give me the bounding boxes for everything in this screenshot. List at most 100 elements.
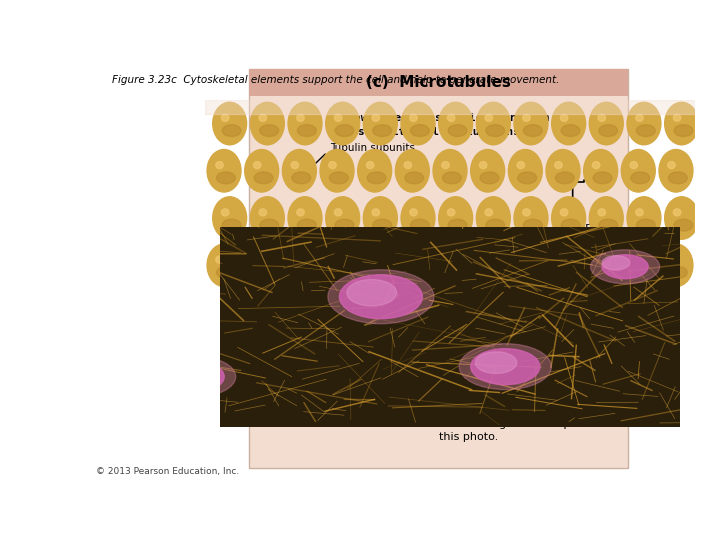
Ellipse shape <box>448 219 467 231</box>
Ellipse shape <box>404 161 412 168</box>
Ellipse shape <box>471 349 540 384</box>
Circle shape <box>282 150 316 192</box>
Circle shape <box>590 197 624 239</box>
Circle shape <box>288 197 322 239</box>
Ellipse shape <box>221 114 229 122</box>
Ellipse shape <box>599 125 618 137</box>
Ellipse shape <box>335 125 354 137</box>
Ellipse shape <box>636 209 643 216</box>
Circle shape <box>212 102 247 145</box>
Ellipse shape <box>517 256 525 263</box>
Ellipse shape <box>292 172 310 184</box>
Ellipse shape <box>291 161 299 168</box>
Circle shape <box>251 102 284 145</box>
Ellipse shape <box>485 209 492 216</box>
Ellipse shape <box>405 266 423 278</box>
Ellipse shape <box>373 125 392 137</box>
Circle shape <box>433 150 467 192</box>
Ellipse shape <box>523 114 530 122</box>
Ellipse shape <box>222 125 241 137</box>
Ellipse shape <box>339 275 423 319</box>
Ellipse shape <box>480 266 499 278</box>
Circle shape <box>659 244 693 287</box>
Ellipse shape <box>443 172 462 184</box>
Ellipse shape <box>254 172 273 184</box>
Circle shape <box>364 102 397 145</box>
Ellipse shape <box>297 125 316 137</box>
Circle shape <box>477 102 510 145</box>
Ellipse shape <box>668 266 688 278</box>
Ellipse shape <box>410 209 417 216</box>
Ellipse shape <box>329 161 336 168</box>
Ellipse shape <box>480 172 499 184</box>
Circle shape <box>627 102 661 145</box>
Ellipse shape <box>674 125 693 137</box>
Ellipse shape <box>347 280 397 306</box>
Ellipse shape <box>593 266 612 278</box>
Ellipse shape <box>171 363 204 382</box>
Ellipse shape <box>636 219 655 231</box>
Ellipse shape <box>630 256 637 263</box>
FancyBboxPatch shape <box>249 69 629 96</box>
Text: Microtubules appear as gold networks
surrounding the cells’ pink nuclei in
this : Microtubules appear as gold networks sur… <box>438 406 652 442</box>
Ellipse shape <box>221 209 229 216</box>
Ellipse shape <box>636 114 643 122</box>
Circle shape <box>514 197 548 239</box>
Circle shape <box>514 102 548 145</box>
Ellipse shape <box>169 362 224 392</box>
Ellipse shape <box>673 209 681 216</box>
Ellipse shape <box>593 161 600 168</box>
Circle shape <box>364 197 397 239</box>
Ellipse shape <box>674 219 693 231</box>
Circle shape <box>320 244 354 287</box>
Ellipse shape <box>367 266 386 278</box>
Ellipse shape <box>630 161 637 168</box>
Text: (c)  Microtubules: (c) Microtubules <box>366 75 511 90</box>
Ellipse shape <box>667 256 675 263</box>
Ellipse shape <box>297 114 305 122</box>
Circle shape <box>207 244 241 287</box>
Ellipse shape <box>518 266 536 278</box>
Ellipse shape <box>561 219 580 231</box>
Ellipse shape <box>254 266 273 278</box>
Ellipse shape <box>253 256 261 263</box>
Circle shape <box>508 150 542 192</box>
Ellipse shape <box>366 256 374 263</box>
Circle shape <box>659 150 693 192</box>
Ellipse shape <box>404 256 412 263</box>
Circle shape <box>325 102 359 145</box>
Circle shape <box>282 244 316 287</box>
Ellipse shape <box>593 172 612 184</box>
Circle shape <box>395 244 429 287</box>
Ellipse shape <box>297 219 316 231</box>
Ellipse shape <box>486 125 505 137</box>
Ellipse shape <box>259 209 266 216</box>
Circle shape <box>401 197 435 239</box>
Ellipse shape <box>366 161 374 168</box>
Circle shape <box>320 150 354 192</box>
Ellipse shape <box>485 114 492 122</box>
Text: Figure 3.23c  Cytoskeletal elements support the cell and help to generate moveme: Figure 3.23c Cytoskeletal elements suppo… <box>112 75 559 85</box>
Ellipse shape <box>297 209 305 216</box>
Circle shape <box>621 244 655 287</box>
Circle shape <box>207 150 241 192</box>
Circle shape <box>288 102 322 145</box>
Ellipse shape <box>518 172 536 184</box>
Circle shape <box>552 102 585 145</box>
Ellipse shape <box>517 161 525 168</box>
Circle shape <box>552 197 585 239</box>
Circle shape <box>627 197 661 239</box>
Ellipse shape <box>598 114 606 122</box>
Circle shape <box>438 102 472 145</box>
Ellipse shape <box>253 161 261 168</box>
Ellipse shape <box>448 125 467 137</box>
Ellipse shape <box>410 219 429 231</box>
Ellipse shape <box>555 266 575 278</box>
Ellipse shape <box>554 161 562 168</box>
Ellipse shape <box>329 256 336 263</box>
Ellipse shape <box>372 114 379 122</box>
Ellipse shape <box>334 114 342 122</box>
Text: Hollow tubes of spherical protein
subunits called tubulins: Hollow tubes of spherical protein subuni… <box>328 113 550 137</box>
Ellipse shape <box>367 172 386 184</box>
Circle shape <box>665 102 698 145</box>
